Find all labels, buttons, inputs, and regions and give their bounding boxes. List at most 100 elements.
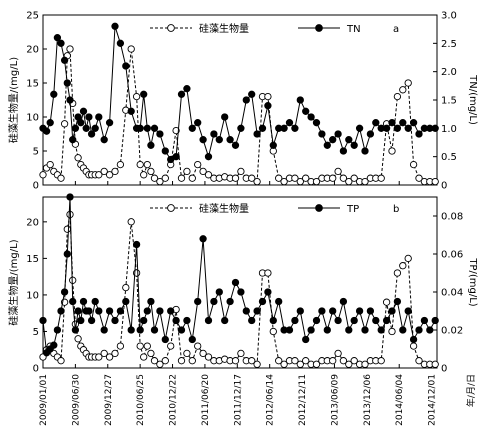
diatom-point: [143, 342, 151, 350]
series-diatom-biomass: [39, 45, 439, 186]
diatom-point: [66, 45, 74, 53]
tn-point: [136, 124, 144, 132]
right-tick-label: 2.0: [441, 67, 457, 78]
diatom-point: [377, 174, 385, 182]
tp-point: [199, 235, 207, 243]
tp-point: [132, 240, 141, 249]
tp-point: [105, 307, 114, 315]
tp-point: [66, 193, 74, 201]
tn-point: [323, 141, 331, 149]
tn-point: [318, 130, 326, 138]
tp-point: [404, 307, 412, 315]
tp-point: [264, 288, 272, 296]
tp-point: [334, 316, 342, 325]
tp-point: [60, 288, 69, 296]
x-tick-label: 2010/06/25: [136, 374, 146, 426]
tp-point: [323, 326, 331, 334]
tn-point: [210, 130, 218, 138]
tp-point: [91, 297, 99, 306]
tp-point: [210, 297, 218, 306]
left-tick-label: 20: [26, 217, 39, 228]
tp-point: [74, 307, 82, 315]
diatom-point: [237, 349, 245, 358]
right-tick-label: 1.5: [441, 96, 457, 107]
tn-point: [415, 130, 423, 138]
tn-point: [258, 124, 267, 132]
tn-point: [46, 119, 54, 127]
tp-point: [431, 316, 439, 325]
tn-point: [50, 90, 58, 98]
diatom-point: [415, 174, 423, 182]
tn-point: [85, 113, 93, 121]
tp-point: [177, 326, 186, 334]
x-tick-label: 2013/12/06: [363, 374, 373, 426]
tp-point: [258, 297, 267, 306]
right-tick-label: 0.06: [441, 250, 463, 261]
left-tick-label: 0: [33, 181, 39, 192]
tn-point: [399, 119, 407, 127]
tn-point: [95, 113, 103, 121]
diatom-point: [63, 225, 71, 233]
right-tick-label: 0.5: [441, 152, 457, 163]
tn-point: [366, 130, 375, 138]
tp-point: [329, 307, 337, 315]
diatom-point: [177, 174, 186, 182]
diatom-point: [167, 342, 175, 350]
x-tick-label: 2011/12/17: [233, 374, 243, 426]
tn-point: [82, 124, 90, 132]
diatom-point: [199, 349, 207, 358]
tn-point: [269, 141, 277, 149]
plot-frame: [42, 196, 438, 369]
diatom-point: [204, 353, 213, 361]
tp-point: [355, 307, 364, 315]
tp-point: [312, 316, 321, 325]
tn-point: [69, 136, 77, 144]
diatom-point: [334, 349, 342, 358]
tp-point: [39, 316, 47, 325]
left-tick-label: 20: [26, 45, 39, 56]
left-tick-label: 10: [26, 290, 39, 301]
diatom-point: [74, 154, 82, 162]
tp-point: [226, 297, 234, 306]
diatom-point: [147, 349, 155, 358]
diatom-point: [345, 360, 353, 368]
diatom-point: [296, 360, 304, 368]
diatom-point: [127, 218, 135, 226]
right-axis-label: TN/(mg/L): [467, 74, 478, 125]
diatom-point: [275, 174, 283, 182]
legend-marker: [167, 24, 175, 32]
right-tick-label: 0: [441, 181, 447, 192]
tp-point: [111, 316, 119, 325]
tp-point: [318, 307, 326, 315]
diatom-point: [132, 92, 141, 101]
right-tick-label: 0.04: [441, 288, 463, 299]
tn-point: [63, 79, 71, 87]
tp-point: [69, 297, 77, 306]
diatom-point: [183, 167, 191, 176]
tn-point: [177, 90, 186, 98]
tn-point: [431, 124, 439, 132]
diatom-point: [329, 357, 337, 365]
left-tick-label: 5: [33, 147, 39, 158]
x-tick-label: 2009/12/27: [104, 374, 114, 426]
diatom-point: [156, 177, 164, 186]
x-tick-label: 2014/12/01: [428, 374, 438, 426]
diatom-point: [127, 45, 135, 53]
diatom-point: [111, 167, 119, 176]
panel-letter: b: [393, 204, 399, 215]
tp-point: [393, 297, 402, 306]
right-tick-label: 2.5: [441, 39, 457, 50]
tn-point: [156, 130, 164, 138]
tp-point: [242, 307, 250, 315]
diatom-point: [415, 357, 423, 365]
diatom-point: [280, 177, 288, 186]
diatom-point: [172, 126, 180, 135]
legend-marker: [167, 204, 175, 212]
diatom-point: [60, 120, 69, 128]
left-tick-label: 25: [26, 11, 39, 22]
tn-point: [111, 22, 119, 30]
tp-point: [291, 316, 299, 325]
tp-point: [172, 316, 180, 325]
tn-point: [91, 124, 99, 132]
